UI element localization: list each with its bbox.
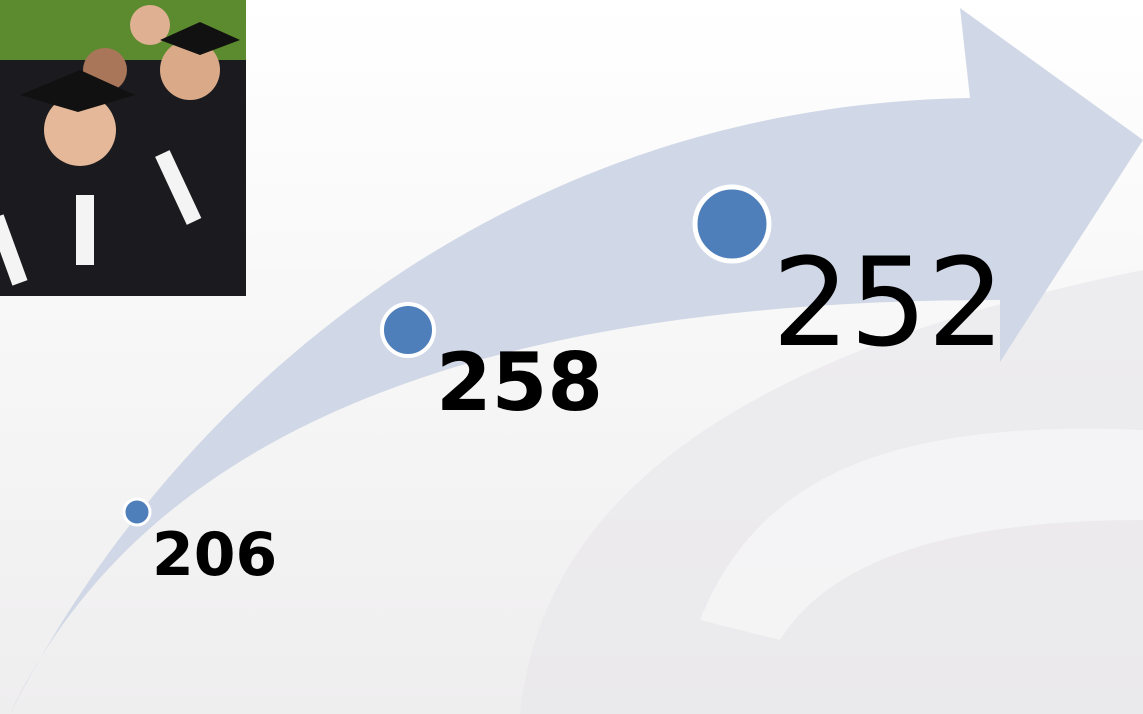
photo: [0, 0, 246, 296]
marker: [695, 187, 769, 261]
marker: [382, 304, 434, 356]
value-label: 258: [436, 336, 603, 429]
slide: 206 258 252: [0, 0, 1143, 714]
page: 206 258 252 (() => { const data = JSON.p…: [0, 0, 1143, 714]
photo-diploma: [76, 195, 94, 265]
value-label: 206: [152, 520, 277, 590]
marker: [124, 499, 150, 525]
value-label: 252: [772, 232, 1005, 374]
